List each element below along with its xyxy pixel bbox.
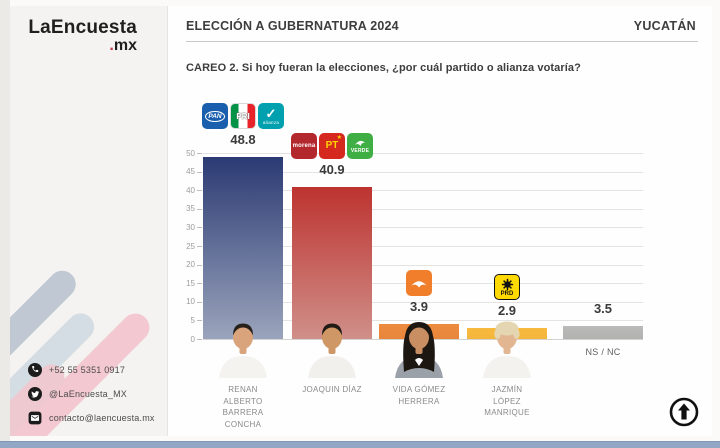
page-title: ELECCIÓN A GUBERNATURA 2024 [186,19,399,33]
y-axis-tick [197,190,202,192]
gridline [203,227,643,229]
y-axis-label: 50 [186,148,195,158]
candidate-photo [215,316,271,378]
region-label: YUCATÁN [633,19,696,33]
candidate-name: RENAN ALBERTO BARRERA CONCHA [222,385,264,429]
y-axis-tick [197,153,202,154]
candidate-name: JOAQUIN DÍAZ [302,385,362,394]
bar-value-label: 3.9 [409,299,429,315]
gridline [203,301,643,303]
gridline [203,190,643,192]
chart-bar [563,325,643,339]
y-axis-label: 0 [190,334,195,344]
y-axis-label: 20 [186,260,195,270]
candidate-photo [391,316,447,378]
contact-email[interactable]: contacto@laencuesta.mx [28,411,155,425]
y-axis-tick [197,283,202,285]
pan-logo: PAN [202,103,228,130]
brand-name: LaEncuesta [28,17,137,38]
candidate-photo [479,316,535,378]
prd-logo: PRD [494,274,520,301]
phone-number: +52 55 5351 0917 [49,365,126,375]
y-axis-label: 15 [186,278,195,288]
y-axis-tick [197,208,202,210]
y-axis-label: 5 [190,315,195,325]
ns-nc-label: NS / NC [585,347,621,357]
y-axis-label: 45 [186,167,195,177]
twitter-icon [28,387,42,401]
window-bottom-bar [0,441,720,448]
email-icon [28,411,42,425]
chart-bar [292,186,372,339]
contact-list: +52 55 5351 0917 @LaEncuesta_MX contacto… [28,363,155,435]
candidate-photo [304,316,360,378]
bar-chart: 0 5 10 15 20 25 30 35 40 45 50 48.8 PAN PRI ✓ alianza RE… [168,6,712,436]
party-logos: PRD [493,274,521,301]
bar-value-label: 2.9 [497,303,517,319]
y-axis-tick [197,171,202,173]
sidebar: LaEncuesta .mx +52 55 5351 0917 @LaEncue… [10,6,168,436]
up-arrow-circle-icon[interactable] [668,396,700,428]
bar-value-label: 48.8 [230,132,256,148]
mc-logo [406,270,432,297]
whatsapp-icon [28,363,42,377]
y-axis-tick [197,246,202,247]
y-axis-label: 25 [186,241,195,251]
contact-twitter[interactable]: @LaEncuesta_MX [28,387,155,401]
y-axis-label: 35 [186,204,195,214]
pri-logo: PRI [230,103,256,130]
party-logos: PAN PRI ✓ alianza [201,103,285,130]
main-panel: ELECCIÓN A GUBERNATURA 2024 YUCATÁN CARE… [168,6,712,436]
bar-value-label: 40.9 [319,161,345,177]
party-logos: morena ★ PT VERDE [290,132,374,159]
header-divider [186,41,698,42]
contact-phone[interactable]: +52 55 5351 0917 [28,363,155,377]
candidate-name: VIDA GÓMEZ HERRERA [392,385,446,406]
gridline [203,208,643,210]
email-address: contacto@laencuesta.mx [49,413,155,423]
nueva-alianza-logo: ✓ alianza [258,103,284,130]
brand-domain: .mx [109,36,137,54]
gridline [203,171,643,173]
gridline [203,246,643,247]
candidate-name: JAZMÍN LÓPEZ MANRIQUE [484,385,530,417]
verde-logo: VERDE [347,132,373,159]
bar-value-label: 3.5 [593,300,613,316]
pt-logo: ★ PT [319,132,345,159]
gridline [203,153,643,154]
y-axis-tick [197,320,202,322]
gridline [203,264,643,266]
y-axis-tick [197,227,202,229]
party-logos [405,270,433,297]
morena-logo: morena [291,132,317,159]
page-left-edge [0,0,10,441]
y-axis-label: 30 [186,222,195,232]
brand-logo: LaEncuesta .mx [28,18,137,55]
y-axis-tick [197,301,202,303]
chart-bar [203,157,283,339]
survey-question: CAREO 2. Si hoy fueran la elecciones, ¿p… [186,62,581,74]
twitter-handle: @LaEncuesta_MX [49,389,127,399]
y-axis-label: 40 [186,185,195,195]
gridline [203,320,643,322]
y-axis-label: 10 [186,297,195,307]
y-axis-tick [197,339,202,340]
y-axis-tick [197,264,202,266]
